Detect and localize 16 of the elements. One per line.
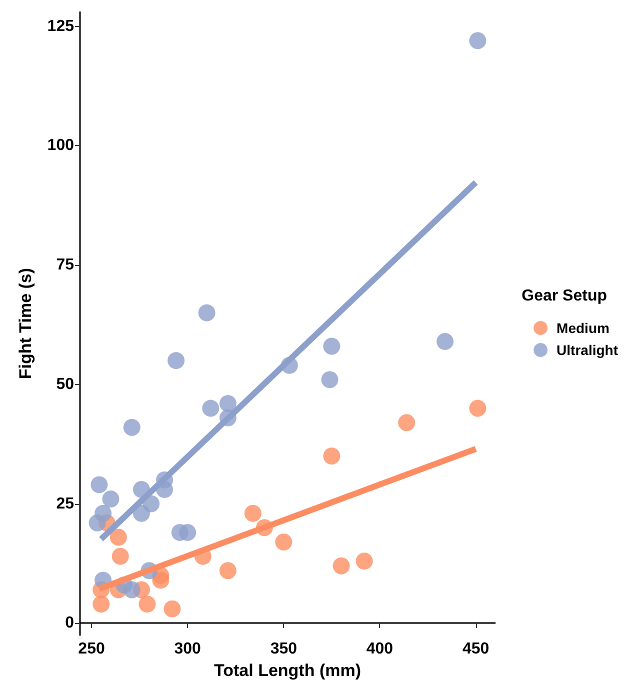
y-tick-label: 125	[47, 18, 74, 35]
x-tick-label: 400	[366, 640, 394, 658]
x-tick-label: 300	[174, 640, 202, 658]
y-tick-label: 25	[56, 495, 74, 512]
legend-label: Ultralight	[556, 342, 618, 358]
x-tick-label: 250	[78, 640, 105, 658]
x-tick-label: 450	[462, 640, 490, 658]
y-tick-label: 75	[56, 256, 74, 274]
y-tick-label: 0	[65, 614, 74, 632]
y-axis-title: Fight Time (s)	[16, 268, 35, 380]
x-tick-label: 350	[270, 640, 298, 658]
legend-title: Gear Setup	[522, 288, 608, 304]
y-tick-label: 100	[47, 137, 74, 154]
x-axis-title: Total Length (mm)	[214, 661, 361, 680]
legend-label: Medium	[556, 320, 610, 336]
y-tick-label: 50	[56, 376, 74, 393]
